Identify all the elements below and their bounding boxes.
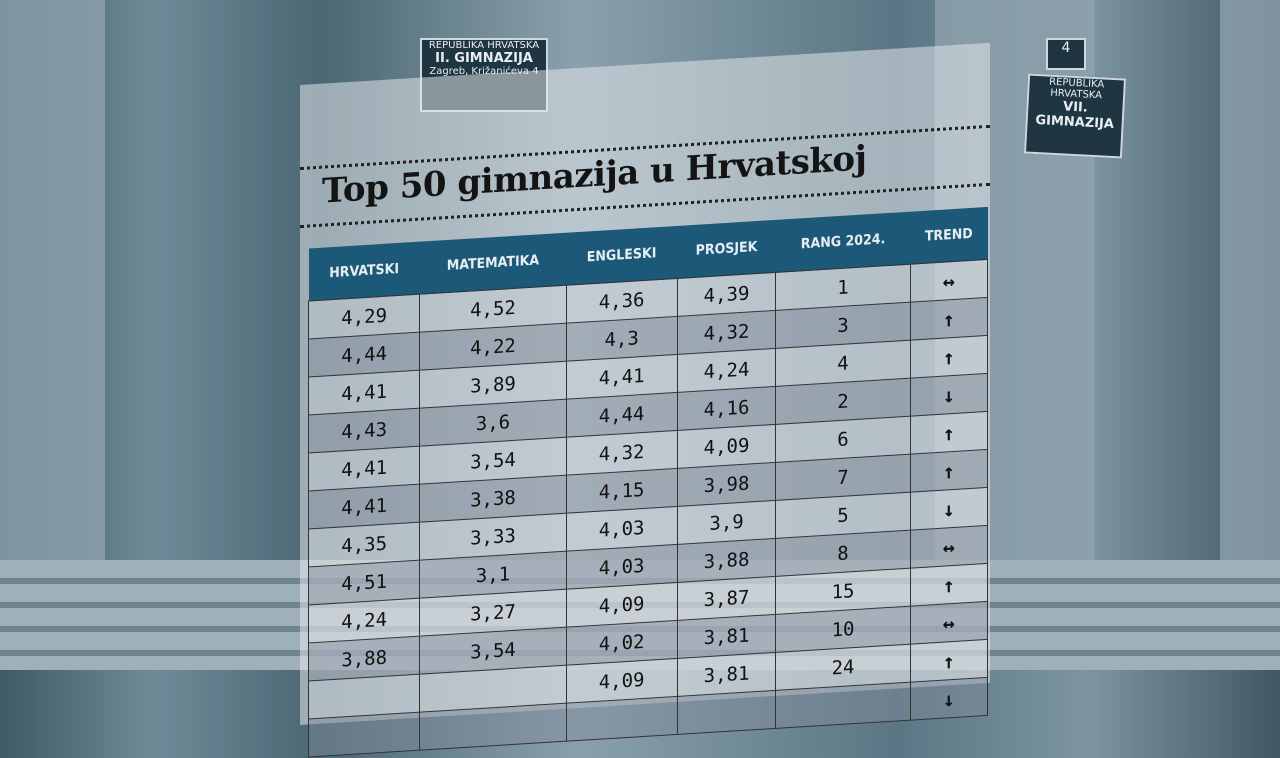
trend-arrow-icon: ↑ (910, 335, 988, 379)
table-cell: 4,24 (677, 348, 776, 393)
trend-arrow-icon: ↔ (910, 601, 988, 645)
trend-arrow-icon: ↑ (910, 297, 988, 341)
sign-top-text: REPUBLIKA HRVATSKA (1048, 76, 1105, 102)
house-number: 4 (1046, 38, 1086, 70)
trend-arrow-icon: ↑ (910, 449, 988, 493)
building-pillar (0, 0, 105, 560)
table-cell: 3,9 (677, 500, 776, 545)
table-cell (308, 712, 420, 757)
table-cell: 3,87 (677, 576, 776, 621)
table-cell: 3,98 (677, 462, 776, 507)
table-cell: 3,81 (677, 652, 776, 697)
ranking-table: HRVATSKI MATEMATIKA ENGLESKI PROSJEK RANG 20… (308, 206, 988, 758)
trend-arrow-icon: ↑ (910, 639, 988, 683)
column-header: MATEMATIKA (419, 232, 567, 295)
sign-name: II. GIMNAZIJA (435, 51, 533, 66)
trend-arrow-icon: ↓ (910, 487, 988, 531)
school-sign-right: REPUBLIKA HRVATSKA VII. GIMNAZIJA (1023, 73, 1127, 159)
trend-arrow-icon: ↓ (910, 373, 988, 417)
table-cell: 4,32 (677, 310, 776, 355)
column-header: RANG 2024. (775, 211, 911, 273)
ranking-card: Top 50 gimnazija u Hrvatskoj HRVATSKI MAT… (300, 41, 1020, 757)
sign-address: Zagreb, Križanićeva 4 (429, 66, 539, 77)
column-header: ENGLESKI (566, 225, 678, 286)
table-cell (566, 696, 678, 742)
column-header: TREND (910, 206, 988, 265)
table-cell (677, 690, 776, 735)
trend-arrow-icon: ↓ (910, 677, 988, 721)
table-cell (419, 703, 567, 751)
trend-arrow-icon: ↑ (910, 411, 988, 455)
building-pillar (1220, 0, 1280, 560)
table-cell: 4,16 (677, 386, 776, 431)
column-header: PROSJEK (677, 219, 776, 279)
sign-name: VII. GIMNAZIJA (1035, 99, 1115, 133)
table-cell: 4,39 (677, 272, 776, 317)
table-cell (775, 682, 911, 729)
trend-arrow-icon: ↔ (910, 525, 988, 569)
table-cell: 3,81 (677, 614, 776, 659)
table-cell: 3,88 (677, 538, 776, 583)
trend-arrow-icon: ↑ (910, 563, 988, 607)
column-header: HRVATSKI (308, 241, 420, 301)
sign-top-text: REPUBLIKA HRVATSKA (428, 40, 540, 51)
trend-arrow-icon: ↔ (910, 259, 988, 303)
table-cell: 4,09 (677, 424, 776, 469)
